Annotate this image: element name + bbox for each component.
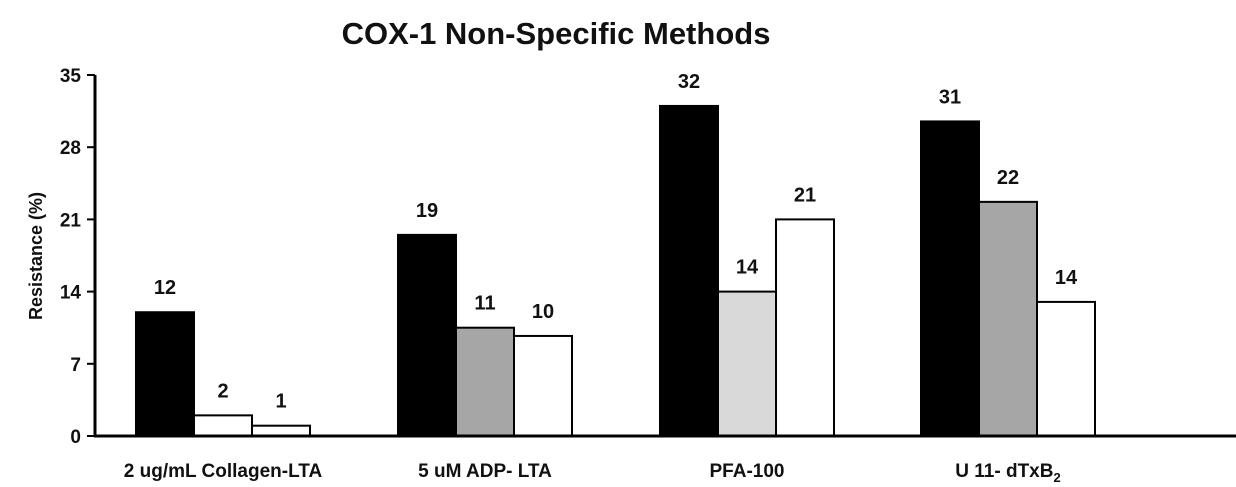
x-category-label: PFA-100 <box>710 461 785 482</box>
bars <box>135 104 1096 438</box>
y-axis-ticks: 0 7 14 21 28 35 <box>60 66 95 448</box>
y-tick-label: 14 <box>60 283 82 304</box>
bar <box>775 218 835 437</box>
bar <box>455 326 515 438</box>
y-tick-label: 28 <box>60 138 81 159</box>
y-tick-label: 7 <box>70 355 81 376</box>
bar-value-label: 1 <box>275 391 286 413</box>
x-category-label: U 11- dTxB2 <box>955 461 1060 485</box>
bar <box>397 233 457 437</box>
bar-value-label: 19 <box>416 200 438 222</box>
bar <box>193 414 253 437</box>
y-axis-label: Resistance (%) <box>26 192 46 320</box>
bar-value-label: 11 <box>474 293 495 315</box>
x-category-text: U 11- dTxB <box>955 461 1053 482</box>
bar <box>1036 300 1096 437</box>
y-tick-label: 21 <box>60 210 82 231</box>
bar <box>717 290 777 437</box>
y-tick-label: 35 <box>60 66 82 87</box>
bar-value-label: 31 <box>939 86 961 108</box>
x-category-text: 2 ug/mL Collagen-LTA <box>124 461 323 482</box>
x-category-subscript: 2 <box>1053 470 1060 485</box>
bar-value-label: 10 <box>532 301 554 323</box>
bar <box>251 424 311 437</box>
bar-value-label: 14 <box>736 257 759 279</box>
bar-value-label: 32 <box>678 71 700 93</box>
bar-value-label: 12 <box>154 277 176 299</box>
bar <box>659 104 719 437</box>
bar-value-label: 21 <box>794 184 816 206</box>
bar <box>978 200 1038 437</box>
x-category-text: 5 uM ADP- LTA <box>418 461 552 482</box>
bar-value-label: 22 <box>997 167 1019 189</box>
x-category-label: 5 uM ADP- LTA <box>418 461 552 482</box>
bar <box>920 120 980 438</box>
y-tick-label: 0 <box>70 427 81 448</box>
x-category-label: 2 ug/mL Collagen-LTA <box>124 461 323 482</box>
bar <box>513 334 573 437</box>
bar <box>135 311 195 438</box>
bar-value-label: 2 <box>217 380 228 402</box>
chart-title: COX-1 Non-Specific Methods <box>342 16 771 51</box>
x-axis-categories: 2 ug/mL Collagen-LTA 5 uM ADP- LTA PFA-100… <box>124 461 1061 485</box>
x-category-text: PFA-100 <box>710 461 785 482</box>
bar-value-label: 14 <box>1055 267 1078 289</box>
